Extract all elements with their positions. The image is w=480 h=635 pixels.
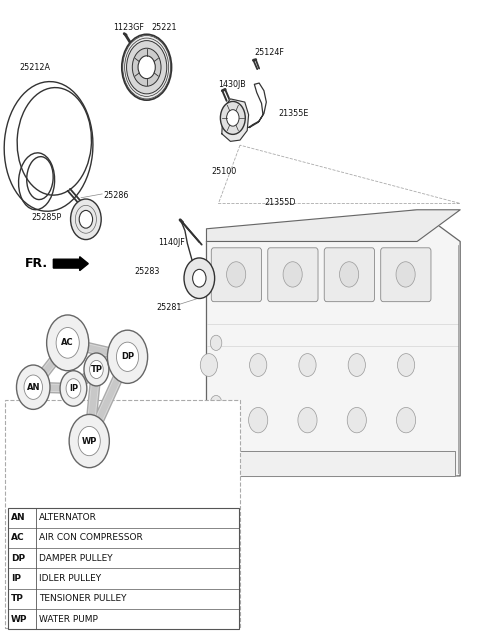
Polygon shape xyxy=(211,451,456,476)
Circle shape xyxy=(348,354,365,377)
Text: 25100: 25100 xyxy=(211,167,237,177)
Circle shape xyxy=(184,258,215,298)
Circle shape xyxy=(396,408,416,433)
Text: IDLER PULLEY: IDLER PULLEY xyxy=(39,574,101,583)
Text: 21355D: 21355D xyxy=(264,197,295,206)
Text: 25283: 25283 xyxy=(135,267,160,276)
Text: 1140JF: 1140JF xyxy=(158,238,185,247)
Circle shape xyxy=(24,375,42,399)
Bar xyxy=(8,507,239,629)
Circle shape xyxy=(192,269,206,287)
Circle shape xyxy=(84,353,109,386)
Text: DP: DP xyxy=(11,554,25,563)
Circle shape xyxy=(397,354,415,377)
Text: AN: AN xyxy=(11,513,25,522)
Circle shape xyxy=(250,354,267,377)
Circle shape xyxy=(117,342,139,371)
Text: IP: IP xyxy=(11,574,21,583)
Text: WATER PUMP: WATER PUMP xyxy=(39,615,98,624)
Polygon shape xyxy=(206,210,460,241)
Polygon shape xyxy=(222,99,249,142)
Circle shape xyxy=(56,328,79,358)
FancyBboxPatch shape xyxy=(381,248,431,302)
Circle shape xyxy=(396,262,415,287)
Text: 1123GF: 1123GF xyxy=(113,23,144,32)
Circle shape xyxy=(47,315,89,371)
Circle shape xyxy=(299,354,316,377)
Text: 25212A: 25212A xyxy=(20,63,51,72)
Text: ALTERNATOR: ALTERNATOR xyxy=(39,513,97,522)
Circle shape xyxy=(90,361,103,378)
Circle shape xyxy=(283,262,302,287)
Circle shape xyxy=(132,48,161,86)
FancyBboxPatch shape xyxy=(324,248,374,302)
Text: 1430JB: 1430JB xyxy=(218,80,246,89)
Text: WP: WP xyxy=(82,436,97,446)
Circle shape xyxy=(339,262,359,287)
Circle shape xyxy=(227,262,246,287)
Circle shape xyxy=(138,56,156,79)
Text: DP: DP xyxy=(121,352,134,361)
Text: 25281: 25281 xyxy=(156,304,181,312)
Circle shape xyxy=(200,354,217,377)
Circle shape xyxy=(71,199,101,239)
Text: 25221: 25221 xyxy=(152,23,177,32)
Text: AIR CON COMPRESSOR: AIR CON COMPRESSOR xyxy=(39,533,143,542)
FancyArrow shape xyxy=(53,257,88,271)
Bar xyxy=(5,400,240,628)
FancyBboxPatch shape xyxy=(211,248,262,302)
Circle shape xyxy=(210,396,222,411)
Circle shape xyxy=(122,34,171,100)
Circle shape xyxy=(210,335,222,351)
FancyBboxPatch shape xyxy=(268,248,318,302)
Text: DAMPER PULLEY: DAMPER PULLEY xyxy=(39,554,113,563)
Text: 21355E: 21355E xyxy=(278,109,309,118)
Circle shape xyxy=(220,102,245,135)
Text: 25285P: 25285P xyxy=(32,213,62,222)
Text: AC: AC xyxy=(11,533,24,542)
Circle shape xyxy=(66,378,81,398)
Text: TP: TP xyxy=(11,594,24,603)
Circle shape xyxy=(210,456,222,471)
Circle shape xyxy=(347,408,366,433)
Circle shape xyxy=(69,415,109,467)
Circle shape xyxy=(298,408,317,433)
Text: 25124F: 25124F xyxy=(254,48,284,57)
Text: FR.: FR. xyxy=(25,257,48,270)
Text: AN: AN xyxy=(26,383,40,392)
Circle shape xyxy=(79,210,93,228)
Circle shape xyxy=(108,330,148,384)
Circle shape xyxy=(16,365,50,410)
Text: TP: TP xyxy=(90,365,102,374)
Text: 25286: 25286 xyxy=(104,191,129,201)
Text: WP: WP xyxy=(11,615,27,624)
Circle shape xyxy=(78,427,100,456)
Circle shape xyxy=(60,371,87,406)
Circle shape xyxy=(249,408,268,433)
Text: AC: AC xyxy=(61,338,74,347)
Polygon shape xyxy=(206,210,460,476)
Circle shape xyxy=(199,408,218,433)
Circle shape xyxy=(127,41,167,94)
Text: TENSIONER PULLEY: TENSIONER PULLEY xyxy=(39,594,127,603)
Circle shape xyxy=(227,110,239,126)
Text: IP: IP xyxy=(69,384,78,393)
